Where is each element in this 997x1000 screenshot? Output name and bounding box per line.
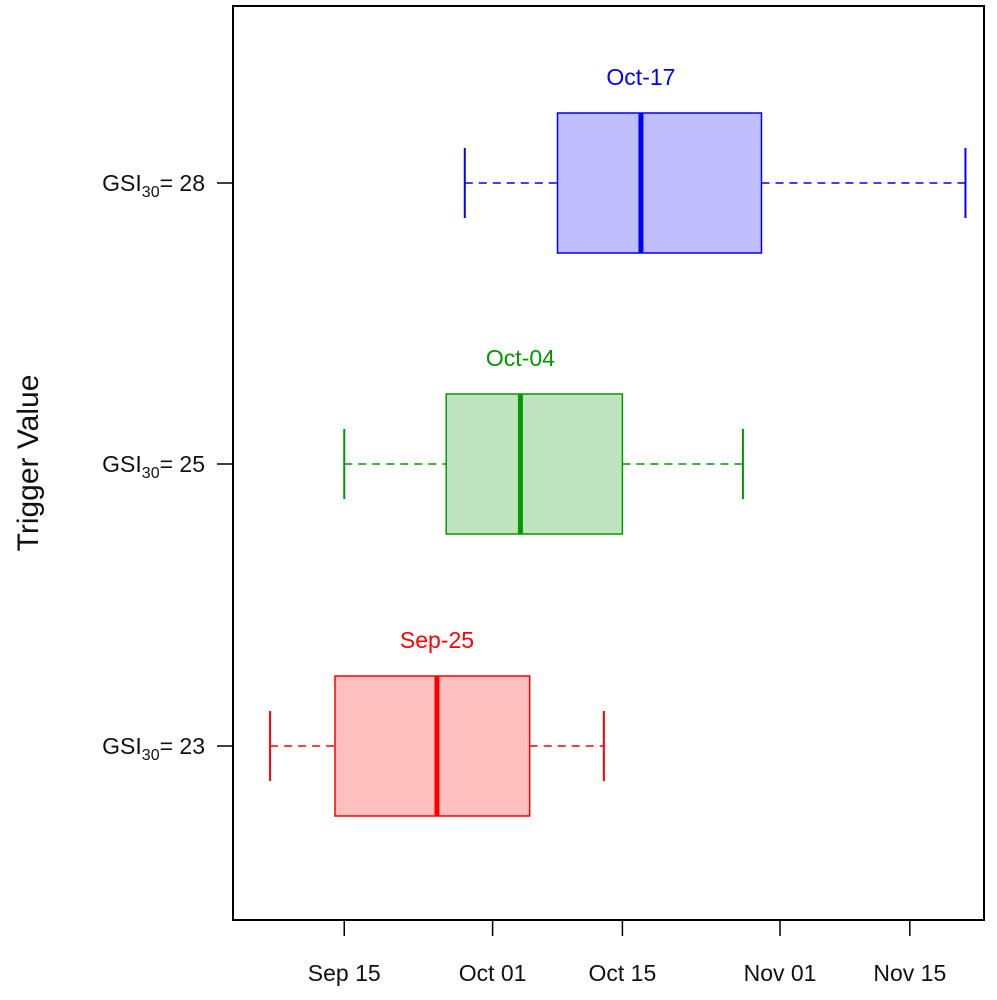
iqr-box bbox=[445, 393, 624, 535]
median-label: Oct-04 bbox=[486, 345, 555, 371]
x-tick-label: Sep 15 bbox=[308, 960, 381, 986]
y-axis-title: Trigger Value bbox=[12, 375, 45, 552]
x-tick-label: Nov 15 bbox=[873, 960, 946, 986]
median-label: Oct-17 bbox=[606, 64, 675, 90]
box-group: Sep-25 bbox=[269, 627, 605, 817]
boxes-layer: Sep-25 Oct-04 Oct-17 bbox=[269, 64, 967, 817]
y-tick-label: GSI30= 23 bbox=[102, 733, 205, 764]
box-group: Oct-04 bbox=[343, 345, 744, 535]
box-group: Oct-17 bbox=[463, 64, 967, 254]
y-tick-label: GSI30= 25 bbox=[102, 451, 205, 482]
iqr-box bbox=[556, 112, 763, 254]
x-tick-label: Nov 01 bbox=[744, 960, 817, 986]
y-axis: GSI30= 23 GSI30= 25 GSI30= 28 bbox=[102, 170, 233, 764]
y-tick-label: GSI30= 28 bbox=[102, 170, 205, 201]
median-label: Sep-25 bbox=[400, 627, 474, 653]
x-tick-label: Oct 01 bbox=[459, 960, 527, 986]
x-tick-label: Oct 15 bbox=[589, 960, 657, 986]
plot-frame bbox=[232, 5, 985, 921]
x-axis: Sep 15 Oct 01 Oct 15 Nov 01 Nov 15 bbox=[308, 920, 946, 986]
iqr-box bbox=[334, 675, 531, 817]
